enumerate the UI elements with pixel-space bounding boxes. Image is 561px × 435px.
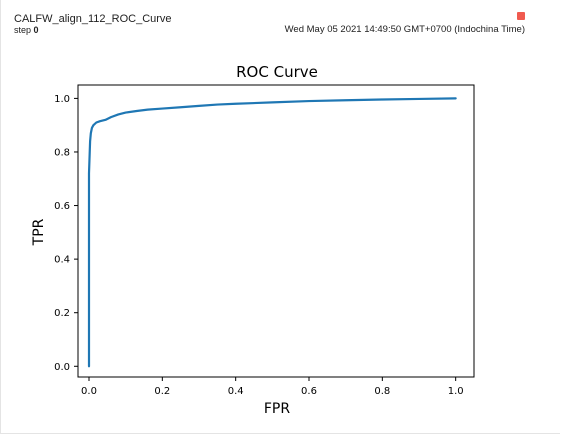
y-tick-label: 1.0 bbox=[54, 94, 70, 105]
x-tick-label: 0.2 bbox=[154, 386, 170, 397]
step-value: 0 bbox=[33, 25, 39, 35]
roc-curve-line bbox=[87, 97, 457, 368]
x-axis-label: FPR bbox=[264, 401, 290, 417]
square-swatch-icon[interactable] bbox=[517, 12, 525, 20]
x-axis: 0.0 0.2 0.4 0.6 0.8 1.0 bbox=[81, 377, 464, 397]
x-tick-label: 0.0 bbox=[81, 386, 97, 397]
y-axis: 0.0 0.2 0.4 0.6 0.8 1.0 bbox=[54, 94, 78, 373]
y-tick-label: 0.0 bbox=[54, 362, 70, 373]
x-tick-label: 1.0 bbox=[448, 386, 464, 397]
y-tick-label: 0.2 bbox=[54, 308, 70, 319]
x-tick-label: 0.6 bbox=[301, 386, 317, 397]
card-title: CALFW_align_112_ROC_Curve bbox=[14, 13, 172, 25]
x-tick-label: 0.8 bbox=[374, 386, 390, 397]
chart-title: ROC Curve bbox=[236, 63, 318, 81]
y-tick-label: 0.6 bbox=[54, 201, 70, 212]
step-indicator: step 0 bbox=[14, 25, 39, 35]
y-axis-label: TPR bbox=[31, 218, 47, 246]
y-tick-label: 0.8 bbox=[54, 147, 70, 158]
x-tick-label: 0.4 bbox=[228, 386, 244, 397]
run-timestamp: Wed May 05 2021 14:49:50 GMT+0700 (Indoc… bbox=[284, 24, 525, 35]
plot-frame bbox=[77, 84, 475, 378]
step-label: step bbox=[14, 25, 32, 35]
y-tick-label: 0.4 bbox=[54, 255, 70, 266]
